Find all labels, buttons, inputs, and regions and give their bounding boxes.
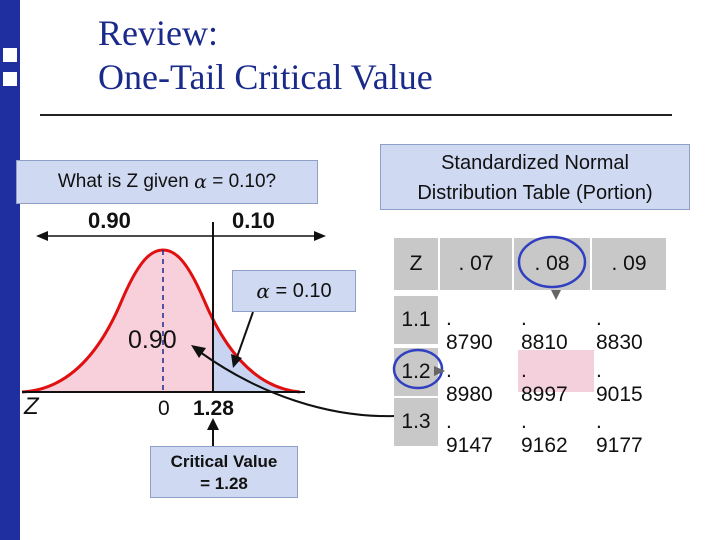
alpha-symbol: α: [194, 171, 207, 193]
table-caption-line-1: Standardized Normal: [441, 152, 629, 174]
left-area-arrowhead: [36, 231, 48, 241]
table-cell: . 9162: [521, 410, 568, 457]
table-row-z-1-3: 1.3: [394, 398, 438, 446]
table-cell: . 9015: [596, 359, 643, 406]
table-row-z-1-1: 1.1: [394, 296, 438, 344]
critical-box-line-1: Critical Value: [170, 452, 278, 471]
left-area-label: 0.90: [88, 208, 131, 233]
alpha-box: α = 0.10: [232, 270, 356, 312]
alpha-pointer-head: [231, 354, 242, 368]
right-area-arrowhead: [314, 231, 326, 241]
alpha-box-symbol: α: [256, 279, 270, 303]
table-row-z-1-2: 1.2: [394, 348, 438, 396]
table-cell: . 9177: [596, 410, 643, 457]
question-prefix: What is Z given: [57, 171, 189, 192]
table-cell: . 9147: [446, 410, 493, 457]
critical-pointer-head: [207, 418, 219, 430]
bar-square-bottom: [3, 72, 17, 86]
table-caption-box: Standardized Normal Distribution Table (…: [380, 144, 690, 210]
table-header-col-08-text: . 08: [534, 252, 570, 275]
table-header-col-07: . 07: [440, 238, 512, 290]
table-header-col-08: . 08: [514, 238, 590, 290]
right-area-label: 0.10: [232, 208, 275, 233]
table-cell: . 8980: [446, 359, 493, 406]
lookup-curved-arrow: [199, 351, 396, 418]
critical-value-box: Critical Value = 1.28: [150, 446, 298, 498]
title-line-1: Review:: [98, 13, 218, 53]
title-line-2: One-Tail Critical Value: [98, 57, 433, 97]
table-header-z: Z: [394, 238, 438, 290]
table-cell: . 8810: [521, 307, 568, 354]
alpha-box-value: = 0.10: [275, 279, 332, 302]
title-rule: [40, 114, 672, 116]
table-highlight-cell: [518, 350, 594, 392]
critical-value-label: 1.28: [193, 397, 234, 420]
bar-square-top: [3, 48, 17, 62]
table-header-col-09: . 09: [592, 238, 666, 290]
lookup-arrowhead: [191, 345, 206, 358]
left-area-fill: [22, 250, 213, 392]
left-accent-bar: [0, 0, 20, 540]
alpha-pointer-line: [235, 311, 254, 361]
question-box: What is Z given α = 0.10?: [16, 160, 318, 204]
z-axis-label: Z: [24, 393, 39, 420]
table-cell: . 8830: [596, 307, 643, 354]
right-tail-fill: [213, 320, 300, 392]
inside-area-label: 0.90: [128, 326, 177, 354]
question-suffix: = 0.10?: [212, 171, 277, 192]
critical-box-line-2: = 1.28: [200, 474, 248, 493]
table-caption-line-2: Distribution Table (Portion): [417, 182, 653, 204]
table-cell: . 8790: [446, 307, 493, 354]
mean-label: 0: [158, 397, 170, 420]
table-cell: . 8997: [521, 359, 568, 406]
